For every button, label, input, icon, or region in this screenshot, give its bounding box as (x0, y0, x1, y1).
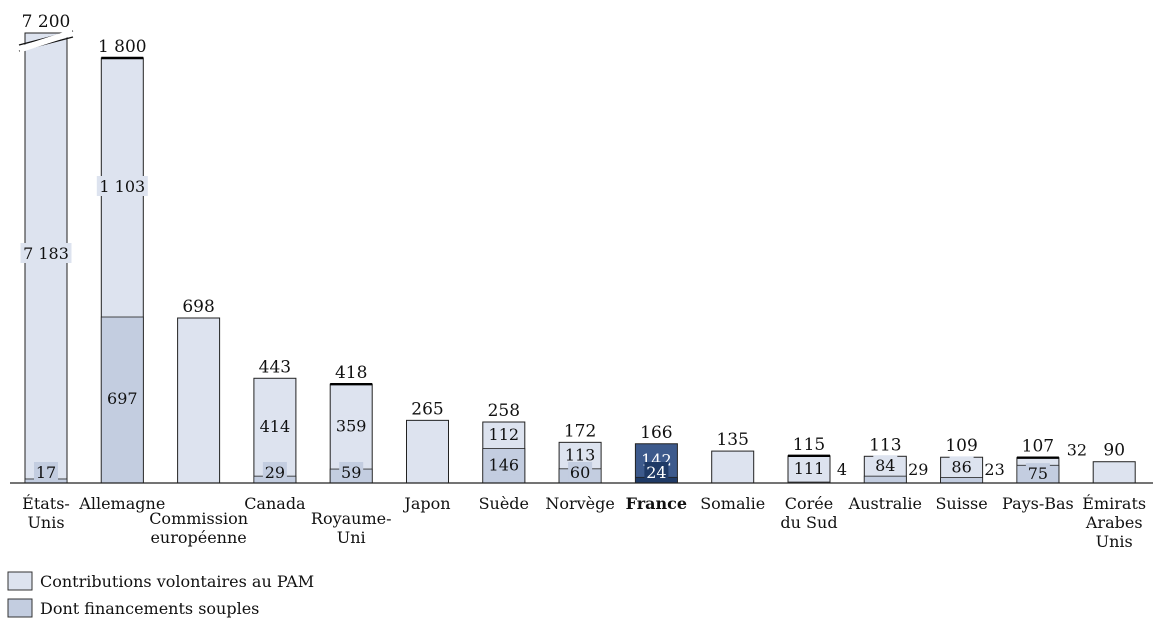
bar-13-total-label: 107 (1022, 437, 1054, 457)
bar-0-soft-label: 17 (36, 463, 56, 482)
bar-1-soft-label: 697 (107, 389, 138, 408)
legend-swatch-1 (7, 598, 33, 618)
bar-12-soft (940, 477, 983, 484)
category-label-1: Allemagne (78, 494, 165, 513)
bar-9-total-label: 135 (716, 430, 748, 450)
bar-13-soft-label: 75 (1028, 464, 1048, 483)
category-label-6: Suède (479, 494, 529, 513)
category-label-14-line-1: Arabes (1085, 513, 1143, 532)
bar-9-total (711, 450, 755, 484)
bar-5-total-label: 265 (411, 399, 443, 419)
bar-7-soft-label-bg (568, 462, 593, 482)
bar-12-total-label: 109 (945, 436, 977, 456)
bar-12-mid-label: 86 (951, 457, 971, 476)
bar-7-mid-label-bg (563, 444, 597, 465)
category-label-14-line-0: Émirats (1082, 493, 1146, 513)
bar-3-total-label: 443 (259, 357, 291, 377)
labels-group: 7 200 7 183 17 1 800 1 103 697 698 443 414 29 418 3… (20, 12, 1125, 484)
bar-3-mid-label: 414 (260, 417, 291, 436)
bar-3-soft-label: 29 (265, 463, 285, 482)
bar-4-soft-label: 59 (341, 463, 361, 482)
bar-2-total (177, 317, 221, 484)
bar-1-soft-label-bg (105, 388, 139, 408)
bar-8-total-label: 166 (640, 423, 672, 443)
bar-10-total-label: 115 (793, 435, 825, 455)
category-label-7: Norvège (545, 494, 615, 513)
bar-11-total-label: 113 (869, 435, 901, 455)
legend-label-0: Contributions volontaires au PAM (40, 572, 314, 591)
bar-12-mid-label-bg (949, 456, 974, 477)
category-labels: États-UnisAllemagneCommissioneuropéenneC… (22, 493, 1146, 551)
bar-13-soft-label-bg (1025, 463, 1050, 484)
bar-14-total-label: 90 (1103, 441, 1125, 461)
bar-3-soft-label-bg (262, 462, 287, 482)
bars-group (18, 29, 1136, 484)
bar-8-soft-label-bg (644, 462, 669, 482)
category-label-5: Japon (402, 494, 450, 513)
category-label-12: Suisse (935, 494, 987, 513)
bar-0-total-label: 7 200 (22, 12, 71, 32)
bar-4-mid-label-bg (334, 415, 368, 436)
category-label-10-line-0: Corée (785, 494, 833, 513)
bar-1-total-label: 1 800 (98, 37, 147, 57)
bar-2-total-label: 698 (182, 297, 214, 317)
bar-7-mid-label: 113 (565, 446, 596, 465)
bar-0-soft-label-bg (34, 462, 58, 482)
bar-7-soft-label: 60 (570, 463, 590, 482)
bar-11-mid-label-bg (873, 455, 898, 476)
category-label-0-line-1: Unis (27, 513, 64, 532)
bar-14-total (1092, 461, 1136, 484)
bar-10-mid-label-bg (792, 457, 826, 478)
category-label-2-line-0: Commission (149, 509, 248, 528)
bar-6-soft-label-bg (487, 454, 521, 475)
bar-1-mid-label-bg (96, 176, 148, 196)
bar-11-soft (863, 475, 907, 484)
bar-0-mid-label-bg (20, 243, 72, 263)
category-label-3: Canada (244, 494, 306, 513)
category-label-2-line-1: européenne (150, 528, 246, 547)
bar-7-total-label: 172 (564, 421, 596, 441)
bar-12-soft-label: 23 (984, 460, 1004, 479)
category-label-9: Somalie (700, 494, 765, 513)
category-label-14-line-2: Unis (1096, 532, 1133, 551)
bar-5-total (406, 419, 449, 484)
legend: Contributions volontaires au PAM Dont fin… (7, 571, 314, 618)
category-label-4-line-0: Royaume- (311, 509, 392, 528)
bar-6-mid-label-bg (487, 424, 521, 445)
bar-13-mid-label: 32 (1067, 440, 1087, 459)
legend-label-1: Dont financements souples (40, 599, 259, 618)
bar-4-soft-label-bg (339, 462, 364, 482)
category-label-13: Pays-Bas (1002, 494, 1074, 513)
category-label-0-line-0: États- (22, 493, 70, 513)
bar-11-soft-label: 29 (908, 460, 928, 479)
bar-4-mid-label: 359 (336, 417, 367, 436)
axis-break-gap (18, 29, 74, 53)
category-label-8: France (626, 494, 687, 513)
category-label-11: Australie (848, 494, 922, 513)
category-label-10-line-1: du Sud (780, 513, 837, 532)
bar-11-mid-label: 84 (875, 456, 895, 475)
bar-1-mid-label: 1 103 (99, 177, 145, 196)
bar-10-soft-label: 4 (837, 460, 847, 479)
bar-3-mid-label-bg (258, 416, 292, 437)
category-label-4-line-1: Uni (337, 528, 366, 547)
bar-10-mid-label: 111 (794, 459, 825, 478)
bar-6-mid-label: 112 (489, 425, 520, 444)
legend-swatch-0 (7, 571, 33, 591)
bar-6-soft-label: 146 (489, 456, 520, 475)
bar-6-total-label: 258 (488, 401, 520, 421)
bar-0-mid-label: 7 183 (23, 244, 69, 263)
bar-4-total-label: 418 (335, 363, 367, 383)
bar-8-soft-label: 24 (646, 463, 666, 482)
